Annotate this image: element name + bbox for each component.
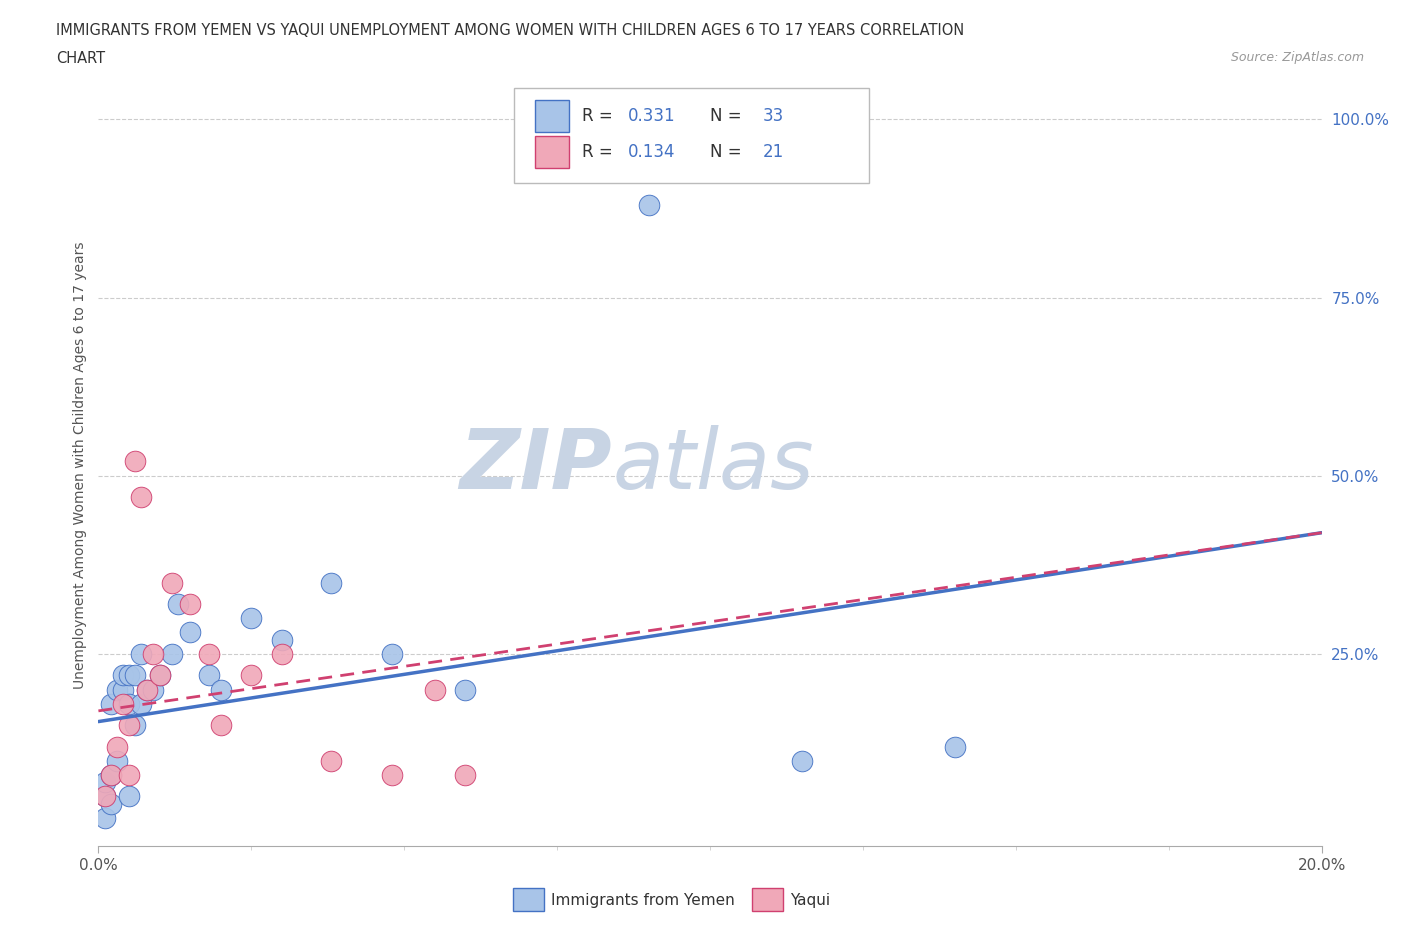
Point [118, 767, 141, 782]
Point [111, 682, 134, 697]
Text: Yaqui: Yaqui [790, 893, 831, 908]
Point [136, 682, 159, 697]
Bar [536, 136, 569, 167]
Point [142, 682, 165, 697]
Text: 21: 21 [762, 142, 785, 161]
Point [93, 775, 115, 790]
Point [93, 810, 115, 825]
Point [160, 575, 183, 590]
Point [270, 632, 292, 647]
Point [197, 646, 219, 661]
Point [124, 718, 146, 733]
Point [423, 682, 446, 697]
Point [124, 454, 146, 469]
Point [118, 718, 141, 733]
Point [100, 796, 122, 811]
Point [118, 789, 141, 804]
Text: atlas: atlas [612, 424, 814, 506]
Text: ZIP: ZIP [460, 424, 612, 506]
Point [118, 697, 141, 711]
Point [240, 668, 263, 683]
Point [454, 767, 477, 782]
Point [167, 596, 190, 611]
Point [124, 668, 146, 683]
Text: 0.331: 0.331 [628, 107, 676, 125]
Point [160, 646, 183, 661]
Point [100, 697, 122, 711]
Point [100, 767, 122, 782]
Point [319, 753, 342, 768]
Text: Source: ZipAtlas.com: Source: ZipAtlas.com [1230, 51, 1364, 64]
Text: Immigrants from Yemen: Immigrants from Yemen [551, 893, 735, 908]
Text: IMMIGRANTS FROM YEMEN VS YAQUI UNEMPLOYMENT AMONG WOMEN WITH CHILDREN AGES 6 TO : IMMIGRANTS FROM YEMEN VS YAQUI UNEMPLOYM… [56, 23, 965, 38]
Point [111, 697, 134, 711]
Point [197, 668, 219, 683]
Text: 0.134: 0.134 [628, 142, 675, 161]
Point [637, 197, 661, 212]
Point [381, 646, 404, 661]
Point [142, 646, 165, 661]
Point [105, 739, 128, 754]
Point [129, 646, 152, 661]
FancyBboxPatch shape [515, 87, 869, 183]
Point [105, 753, 128, 768]
Point [93, 789, 115, 804]
Text: N =: N = [710, 142, 747, 161]
Point [790, 753, 813, 768]
Point [270, 646, 292, 661]
Point [149, 668, 172, 683]
Point [209, 682, 232, 697]
Point [149, 668, 172, 683]
Point [136, 682, 159, 697]
Point [111, 668, 134, 683]
Bar [536, 100, 569, 132]
Point [240, 611, 263, 626]
Point [454, 682, 477, 697]
Y-axis label: Unemployment Among Women with Children Ages 6 to 17 years: Unemployment Among Women with Children A… [73, 241, 87, 689]
Point [179, 596, 201, 611]
Point [381, 767, 404, 782]
Point [319, 575, 342, 590]
Text: R =: R = [582, 142, 617, 161]
Point [100, 767, 122, 782]
Point [118, 668, 141, 683]
Point [943, 739, 966, 754]
Text: R =: R = [582, 107, 617, 125]
Point [129, 489, 152, 504]
Point [179, 625, 201, 640]
Text: N =: N = [710, 107, 747, 125]
Point [209, 718, 232, 733]
Point [105, 682, 128, 697]
Point [93, 789, 115, 804]
Text: CHART: CHART [56, 51, 105, 66]
Point [129, 697, 152, 711]
Text: 33: 33 [762, 107, 785, 125]
